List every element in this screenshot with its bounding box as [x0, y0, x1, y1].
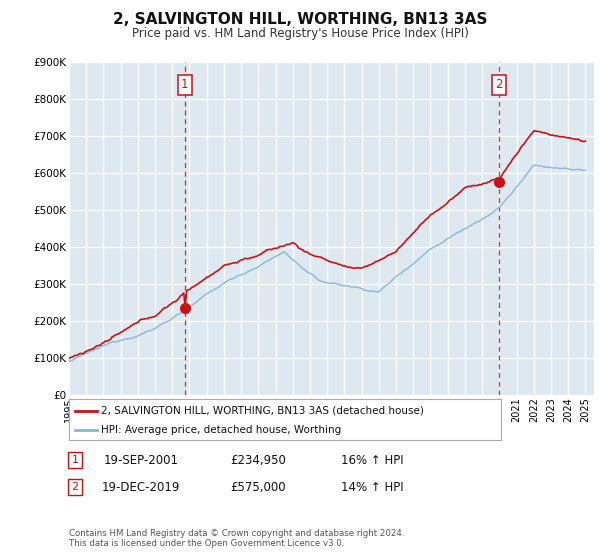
Text: 1: 1	[181, 78, 188, 91]
Text: 2, SALVINGTON HILL, WORTHING, BN13 3AS: 2, SALVINGTON HILL, WORTHING, BN13 3AS	[113, 12, 487, 27]
Text: 19-SEP-2001: 19-SEP-2001	[104, 454, 179, 467]
Text: This data is licensed under the Open Government Licence v3.0.: This data is licensed under the Open Gov…	[69, 539, 344, 548]
Text: 16% ↑ HPI: 16% ↑ HPI	[341, 454, 403, 467]
Text: Contains HM Land Registry data © Crown copyright and database right 2024.: Contains HM Land Registry data © Crown c…	[69, 529, 404, 538]
Text: £234,950: £234,950	[230, 454, 286, 467]
Text: 1: 1	[71, 455, 79, 465]
Text: 19-DEC-2019: 19-DEC-2019	[102, 480, 180, 494]
Text: £575,000: £575,000	[230, 480, 286, 494]
Text: 2: 2	[71, 482, 79, 492]
Text: Price paid vs. HM Land Registry's House Price Index (HPI): Price paid vs. HM Land Registry's House …	[131, 27, 469, 40]
Text: 2: 2	[495, 78, 503, 91]
Text: 2, SALVINGTON HILL, WORTHING, BN13 3AS (detached house): 2, SALVINGTON HILL, WORTHING, BN13 3AS (…	[101, 405, 424, 416]
Text: 14% ↑ HPI: 14% ↑ HPI	[341, 480, 403, 494]
Text: HPI: Average price, detached house, Worthing: HPI: Average price, detached house, Wort…	[101, 424, 341, 435]
